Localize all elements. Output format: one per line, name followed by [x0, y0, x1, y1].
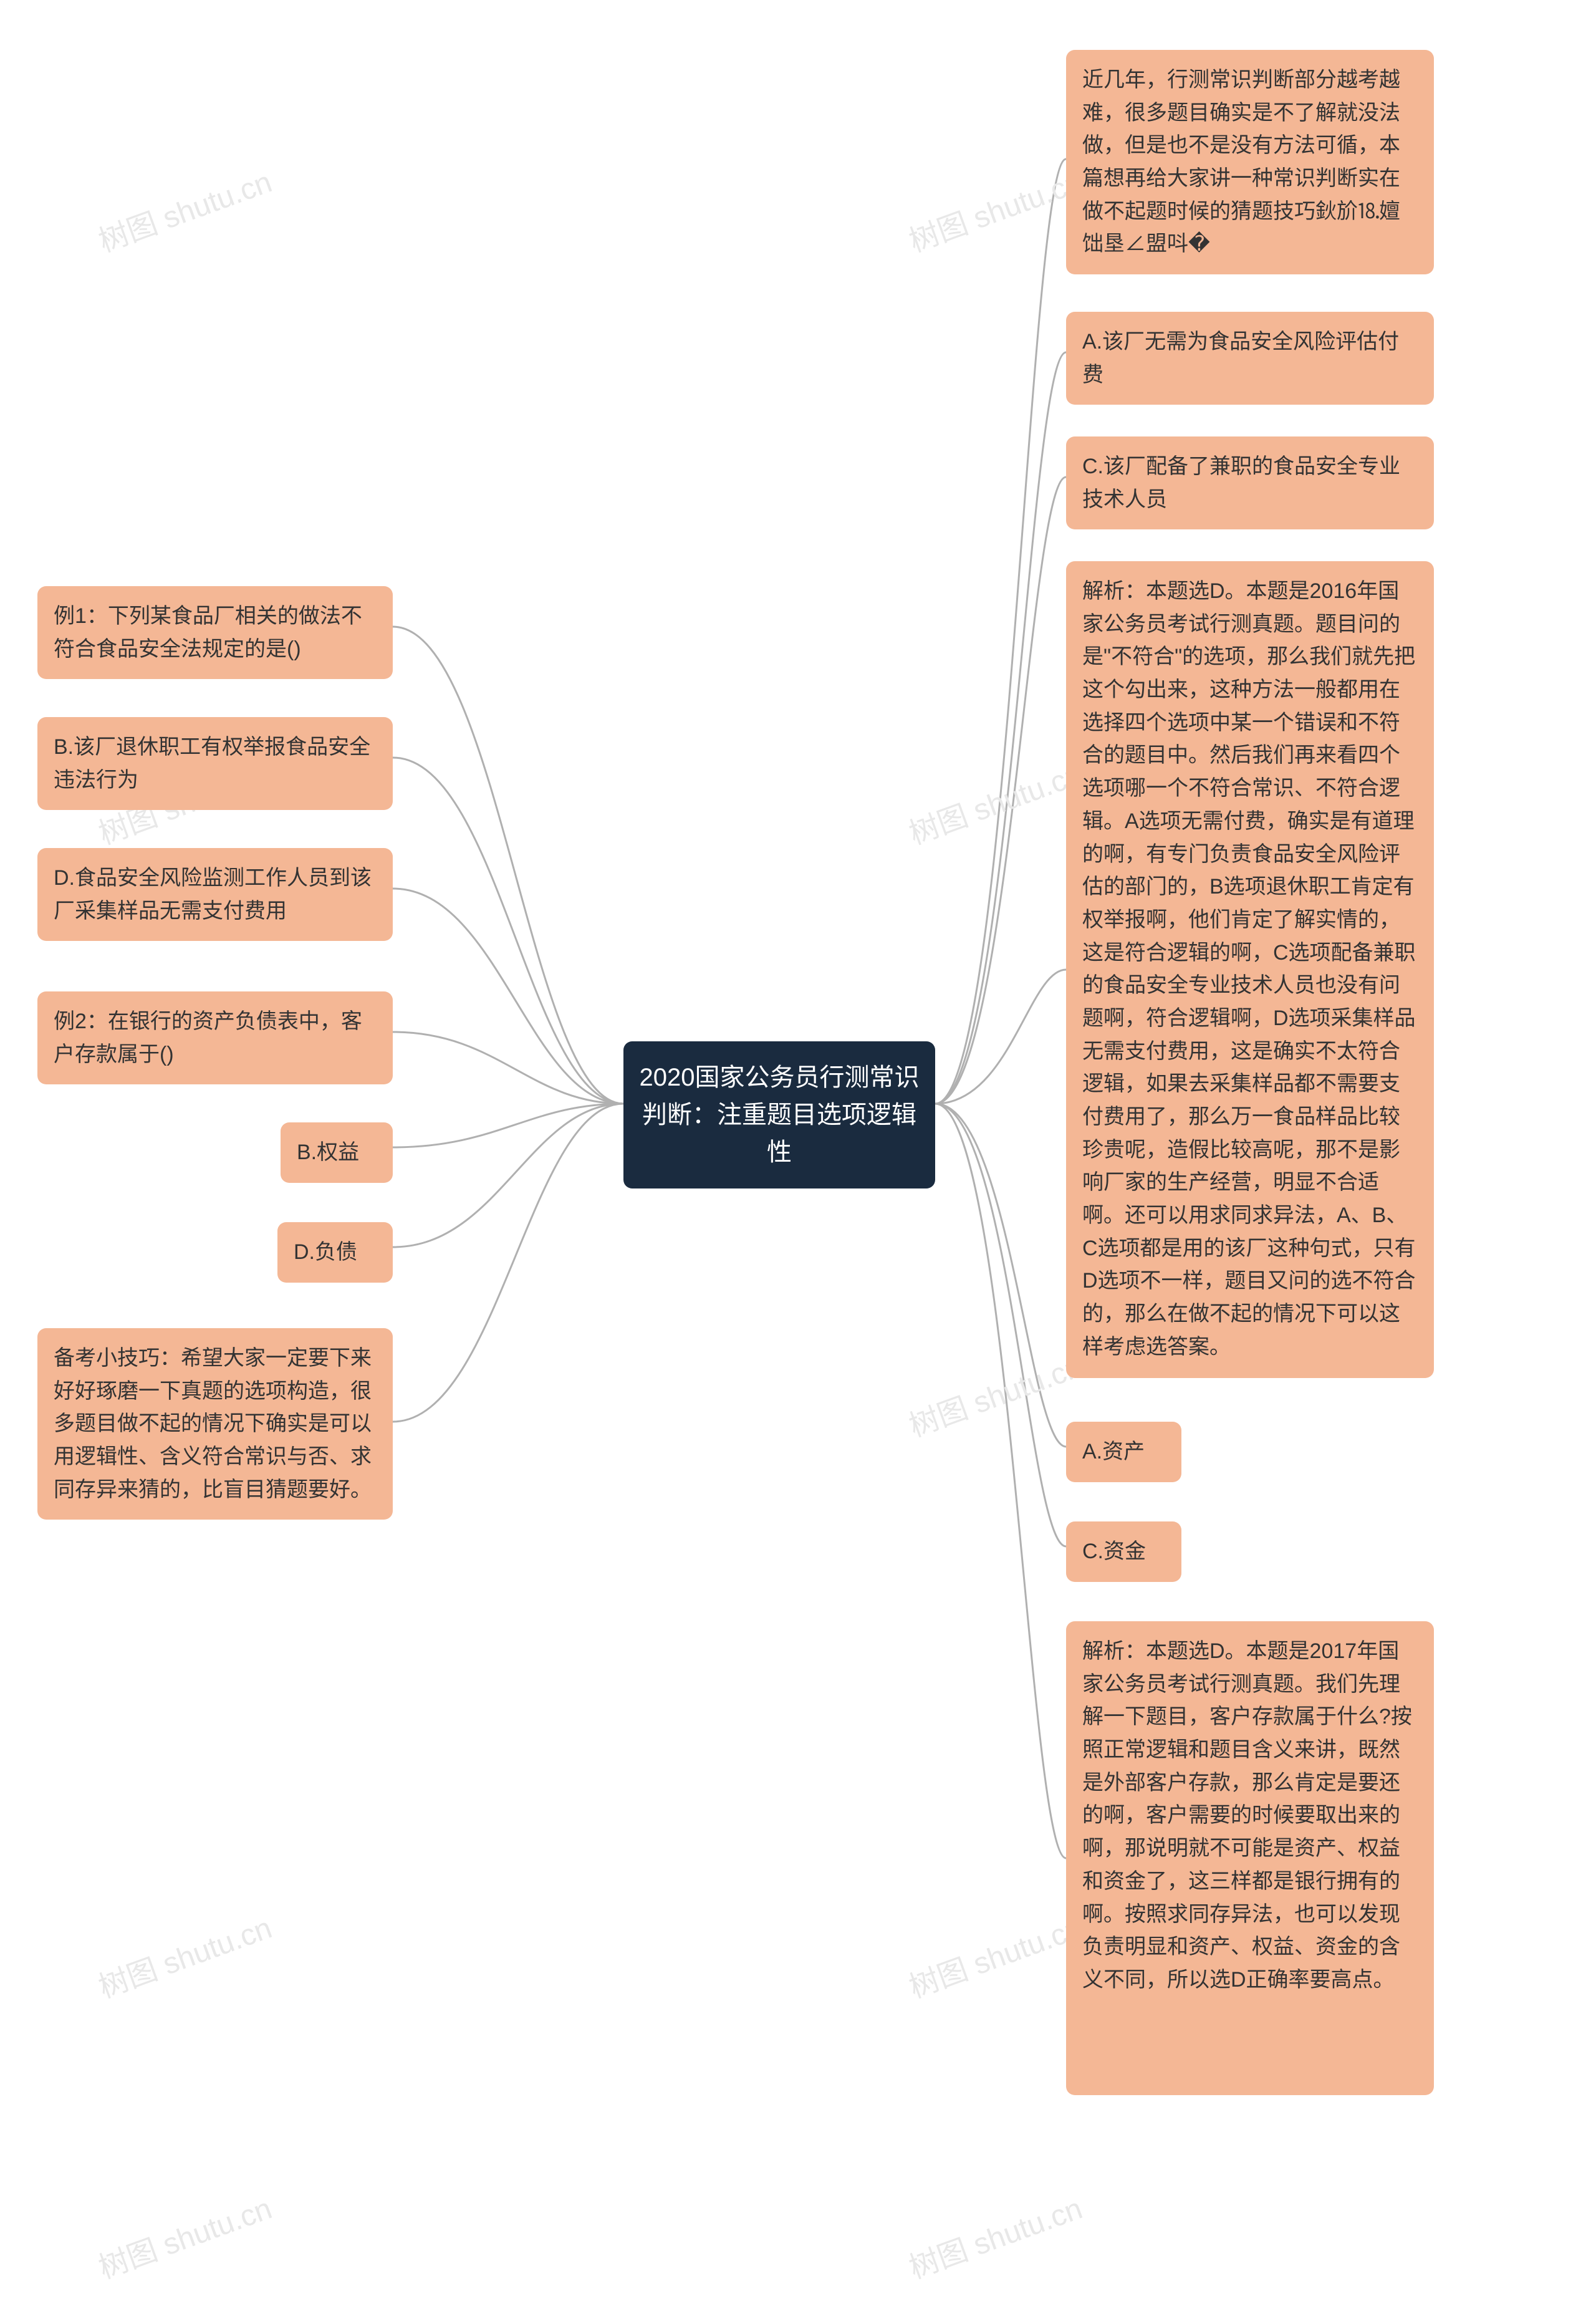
- watermark: 树图 shutu.cn: [902, 2184, 1087, 2287]
- right-node-r5: A.资产: [1066, 1422, 1181, 1482]
- left-node-l6: D.负债: [277, 1222, 393, 1283]
- left-node-l2: B.该厂退休职工有权举报食品安全违法行为: [37, 717, 393, 810]
- right-node-r2: A.该厂无需为食品安全风险评估付费: [1066, 312, 1434, 405]
- watermark: 树图 shutu.cn: [92, 157, 277, 260]
- left-node-l1: 例1：下列某食品厂相关的做法不符合食品安全法规定的是(): [37, 586, 393, 679]
- left-node-l4: 例2：在银行的资产负债表中，客户存款属于(): [37, 991, 393, 1084]
- right-node-r1: 近几年，行测常识判断部分越考越难，很多题目确实是不了解就没法做，但是也不是没有方…: [1066, 50, 1434, 274]
- left-node-l3: D.食品安全风险监测工作人员到该厂采集样品无需支付费用: [37, 848, 393, 941]
- center-node: 2020国家公务员行测常识判断：注重题目选项逻辑性: [623, 1041, 935, 1188]
- watermark: 树图 shutu.cn: [92, 1903, 277, 2006]
- watermark: 树图 shutu.cn: [902, 750, 1087, 852]
- right-node-r7: 解析：本题选D。本题是2017年国家公务员考试行测真题。我们先理解一下题目，客户…: [1066, 1621, 1434, 2095]
- left-node-l7: 备考小技巧：希望大家一定要下来好好琢磨一下真题的选项构造，很多题目做不起的情况下…: [37, 1328, 393, 1520]
- right-node-r6: C.资金: [1066, 1521, 1181, 1582]
- watermark: 树图 shutu.cn: [902, 1903, 1087, 2006]
- watermark: 树图 shutu.cn: [902, 1342, 1087, 1445]
- left-node-l5: B.权益: [281, 1122, 393, 1183]
- right-node-r4: 解析：本题选D。本题是2016年国家公务员考试行测真题。题目问的是"不符合"的选…: [1066, 561, 1434, 1378]
- watermark: 树图 shutu.cn: [92, 2184, 277, 2287]
- right-node-r3: C.该厂配备了兼职的食品安全专业技术人员: [1066, 436, 1434, 529]
- watermark: 树图 shutu.cn: [902, 157, 1087, 260]
